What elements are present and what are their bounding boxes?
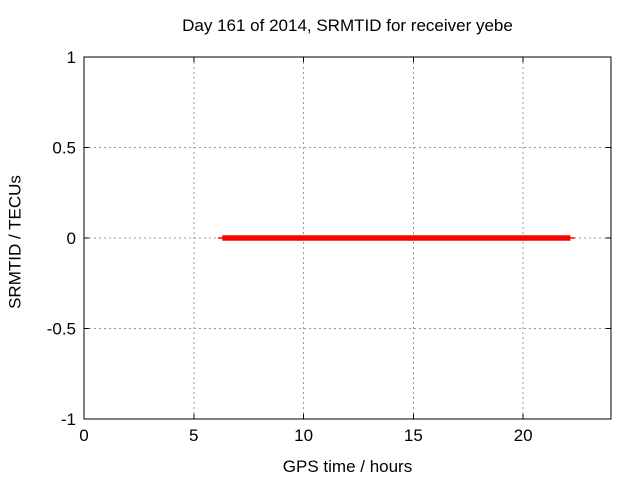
y-tick-label: 0 <box>67 229 76 248</box>
y-tick-label: 1 <box>67 48 76 67</box>
chart-title: Day 161 of 2014, SRMTID for receiver yeb… <box>182 16 513 35</box>
x-tick-label: 15 <box>404 426 423 445</box>
x-tick-label: 10 <box>294 426 313 445</box>
x-tick-label: 0 <box>79 426 88 445</box>
x-tick-label: 20 <box>514 426 533 445</box>
x-tick-label: 5 <box>189 426 198 445</box>
y-tick-label: -0.5 <box>47 320 76 339</box>
y-tick-label: -1 <box>61 410 76 429</box>
y-tick-label: 0.5 <box>52 139 76 158</box>
x-axis-label: GPS time / hours <box>282 457 413 476</box>
